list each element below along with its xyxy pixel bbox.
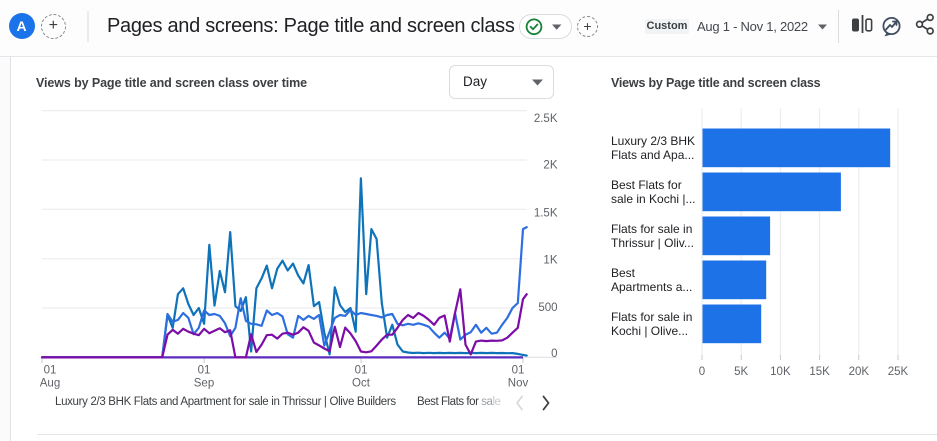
svg-text:01: 01 (512, 365, 525, 377)
svg-text:1K: 1K (543, 255, 557, 267)
svg-text:01: 01 (355, 365, 368, 377)
svg-text:15K: 15K (809, 366, 830, 378)
svg-text:25K: 25K (888, 366, 909, 378)
svg-text:Oct: Oct (352, 378, 371, 390)
svg-text:Nov: Nov (508, 378, 529, 390)
svg-text:500: 500 (538, 302, 557, 314)
svg-text:0: 0 (699, 366, 705, 378)
svg-text:01: 01 (198, 365, 211, 377)
svg-text:0: 0 (551, 348, 557, 360)
svg-text:20K: 20K (849, 366, 870, 378)
svg-text:1.5K: 1.5K (534, 207, 558, 219)
svg-text:Aug: Aug (40, 378, 60, 390)
svg-text:Sep: Sep (194, 378, 214, 390)
svg-text:5K: 5K (734, 366, 748, 378)
svg-text:01: 01 (44, 365, 57, 377)
svg-text:2K: 2K (543, 160, 557, 172)
svg-text:2.5K: 2.5K (534, 113, 558, 125)
svg-text:10K: 10K (770, 366, 791, 378)
